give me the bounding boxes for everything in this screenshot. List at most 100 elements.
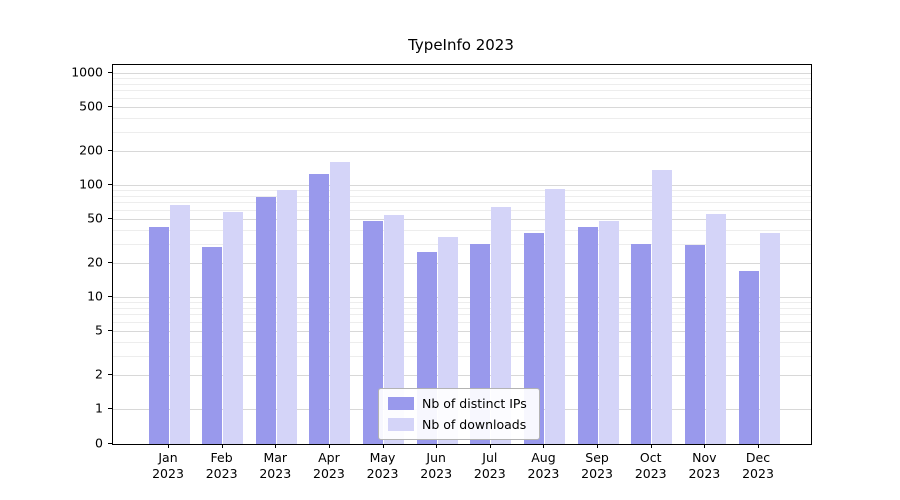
x-tick-label: Sep 2023 xyxy=(581,450,613,481)
gridline-major xyxy=(113,185,811,186)
x-tick-label: Apr 2023 xyxy=(313,450,345,481)
gridline-major xyxy=(113,375,811,377)
y-tick-label: 10 xyxy=(87,288,103,304)
gridline-major xyxy=(113,263,811,265)
gridline-minor xyxy=(113,341,811,343)
x-tick-mark xyxy=(704,444,706,448)
y-tick-label: 100 xyxy=(79,176,103,192)
x-tick-mark xyxy=(328,444,330,448)
x-tick-label: Jun 2023 xyxy=(420,450,453,481)
x-tick-mark xyxy=(221,444,223,448)
y-tick-label: 1000 xyxy=(71,64,103,80)
y-tick-label: 50 xyxy=(87,210,103,226)
x-tick-label: Nov 2023 xyxy=(688,450,721,481)
x-tick-mark xyxy=(275,444,277,448)
gridline-minor xyxy=(113,229,811,231)
x-tick-label: Aug 2023 xyxy=(527,450,560,481)
gridline-minor xyxy=(113,307,811,309)
bar-downloads xyxy=(598,220,619,444)
x-tick-mark xyxy=(436,444,438,448)
legend-label-downloads: Nb of downloads xyxy=(422,417,527,432)
y-tick-mark xyxy=(108,184,112,185)
gridline-minor xyxy=(113,355,811,357)
plot-area: Nb of distinct IPs Nb of downloads xyxy=(112,64,812,445)
gridline-major xyxy=(113,106,811,108)
gridline-major xyxy=(113,297,811,298)
x-tick-mark xyxy=(650,444,652,448)
legend-item-distinct-ips: Nb of distinct IPs xyxy=(388,396,527,411)
y-tick-mark xyxy=(108,329,112,331)
y-tick-mark xyxy=(108,262,112,264)
x-tick-mark xyxy=(168,444,169,448)
y-tick-mark xyxy=(108,217,112,219)
legend: Nb of distinct IPs Nb of downloads xyxy=(378,388,540,440)
gridline-major xyxy=(113,73,811,74)
x-tick-mark xyxy=(543,444,545,448)
bar-downloads xyxy=(276,190,297,444)
bar-distinct-ips xyxy=(684,245,705,444)
legend-swatch-downloads xyxy=(388,418,414,431)
gridline-minor xyxy=(113,202,811,204)
gridline-minor xyxy=(113,321,811,323)
bar-distinct-ips xyxy=(255,197,276,444)
gridline-minor xyxy=(113,78,811,80)
gridline-minor xyxy=(113,83,811,85)
bar-downloads xyxy=(705,214,726,444)
gridline-major xyxy=(113,218,811,220)
y-tick-label: 20 xyxy=(87,254,103,270)
chart-title: TypeInfo 2023 xyxy=(408,36,514,54)
y-tick-mark xyxy=(108,296,112,297)
bar-distinct-ips xyxy=(148,227,169,444)
bar-downloads xyxy=(652,170,673,444)
y-tick-label: 1 xyxy=(95,400,103,416)
gridline-minor xyxy=(113,302,811,304)
bar-distinct-ips xyxy=(577,227,598,444)
legend-label-distinct-ips: Nb of distinct IPs xyxy=(422,396,527,411)
x-tick-mark xyxy=(597,444,599,448)
legend-item-downloads: Nb of downloads xyxy=(388,417,527,432)
x-tick-label: Feb 2023 xyxy=(205,450,238,481)
y-tick-label: 200 xyxy=(79,142,103,158)
x-tick-label: Jul 2023 xyxy=(473,450,506,481)
bar-downloads xyxy=(759,233,780,444)
gridline-minor xyxy=(113,243,811,245)
y-tick-mark xyxy=(108,374,112,376)
bar-downloads xyxy=(223,211,244,444)
bar-downloads xyxy=(544,189,565,444)
bar-downloads xyxy=(169,205,190,444)
y-tick-label: 500 xyxy=(79,98,103,114)
y-tick-mark xyxy=(108,408,112,409)
y-tick-mark xyxy=(108,72,112,73)
y-tick-label: 5 xyxy=(95,322,103,338)
gridline-minor xyxy=(113,195,811,197)
gridline-minor xyxy=(113,209,811,211)
y-tick-mark xyxy=(108,443,112,444)
x-tick-label: Mar 2023 xyxy=(259,450,292,481)
gridline-minor xyxy=(113,314,811,316)
x-tick-label: Oct 2023 xyxy=(634,450,667,481)
y-tick-label: 0 xyxy=(95,435,103,451)
x-tick-mark xyxy=(382,444,384,448)
bar-downloads xyxy=(491,207,512,444)
gridline-minor xyxy=(113,131,811,133)
y-tick-label: 2 xyxy=(95,366,103,382)
x-tick-label: Dec 2023 xyxy=(742,450,774,481)
x-tick-mark xyxy=(758,444,759,448)
bar-downloads xyxy=(330,162,351,444)
y-tick-mark xyxy=(108,105,112,107)
x-tick-mark xyxy=(489,444,491,448)
gridline-major xyxy=(113,151,811,153)
bar-distinct-ips xyxy=(202,246,223,444)
bar-distinct-ips xyxy=(309,174,330,444)
bar-distinct-ips xyxy=(631,243,652,444)
bar-distinct-ips xyxy=(738,271,759,444)
bar-downloads xyxy=(384,214,405,444)
y-tick-mark xyxy=(108,150,112,152)
gridline-minor xyxy=(113,90,811,92)
gridline-minor xyxy=(113,190,811,192)
legend-swatch-distinct-ips xyxy=(388,397,414,410)
gridline-minor xyxy=(113,117,811,119)
x-tick-label: Jan 2023 xyxy=(152,450,184,481)
x-tick-label: May 2023 xyxy=(366,450,399,481)
